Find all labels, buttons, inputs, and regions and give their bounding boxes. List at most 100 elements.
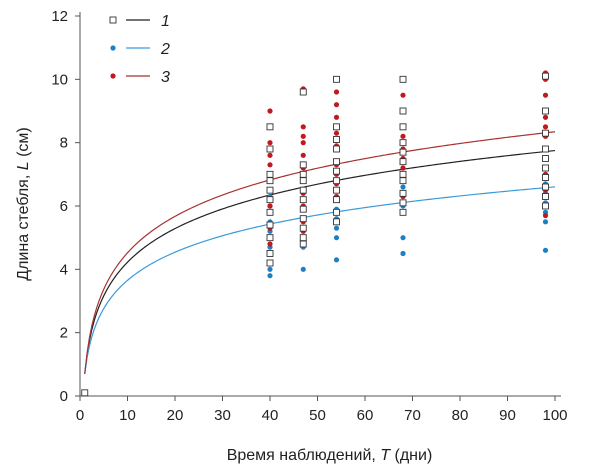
point-series-1 bbox=[333, 75, 340, 83]
point-series-1 bbox=[333, 167, 340, 175]
point-series-3 bbox=[542, 92, 549, 98]
legend-marker-3 bbox=[110, 73, 116, 79]
point-series-1 bbox=[399, 139, 407, 147]
point-series-2 bbox=[400, 235, 406, 241]
axis-title-part: (см) bbox=[15, 127, 32, 161]
x-tick-label: 30 bbox=[214, 407, 231, 424]
legend-marker-2 bbox=[110, 45, 116, 51]
x-tick-label: 0 bbox=[76, 407, 84, 424]
point-series-1 bbox=[333, 218, 340, 226]
point-series-1 bbox=[299, 224, 307, 232]
point-series-3 bbox=[267, 152, 273, 158]
y-tick-label: 12 bbox=[51, 8, 68, 25]
point-series-1 bbox=[266, 145, 274, 153]
point-series-3 bbox=[300, 124, 306, 130]
point-series-2 bbox=[300, 266, 306, 272]
point-series-1 bbox=[542, 183, 549, 191]
point-series-3 bbox=[333, 130, 340, 136]
y-tick-label: 4 bbox=[60, 261, 68, 278]
legend: 1 2 3 bbox=[109, 13, 170, 86]
point-series-1 bbox=[542, 129, 549, 137]
legend-label-1: 1 bbox=[161, 13, 170, 30]
y-axis-title: Длина стебля, L (см) bbox=[15, 127, 32, 281]
point-series-1 bbox=[299, 196, 307, 204]
data-points bbox=[81, 70, 549, 397]
point-series-3 bbox=[333, 114, 340, 120]
x-tick-label: 50 bbox=[309, 407, 326, 424]
point-series-1 bbox=[299, 215, 307, 223]
point-series-2 bbox=[267, 266, 273, 272]
point-series-1 bbox=[542, 155, 549, 162]
axis-title-part: (дни) bbox=[390, 447, 432, 464]
point-series-1 bbox=[266, 234, 274, 242]
x-tick-label: 60 bbox=[357, 407, 374, 424]
point-series-1 bbox=[333, 158, 340, 166]
point-series-1 bbox=[299, 161, 307, 169]
point-series-3 bbox=[333, 89, 340, 95]
point-series-3 bbox=[267, 162, 273, 168]
point-series-1 bbox=[333, 136, 340, 143]
point-series-2 bbox=[542, 247, 549, 253]
x-axis-title: Время наблюдений, T (дни) bbox=[227, 447, 433, 464]
point-series-1 bbox=[542, 174, 549, 181]
point-series-1 bbox=[399, 170, 407, 178]
point-series-1 bbox=[542, 145, 549, 153]
axis-title-part: Длина стебля, bbox=[15, 170, 32, 281]
point-series-1 bbox=[299, 186, 307, 194]
legend-label-3: 3 bbox=[161, 69, 170, 86]
point-series-1 bbox=[399, 107, 407, 115]
point-series-1 bbox=[299, 240, 307, 248]
x-tick-label: 90 bbox=[499, 407, 516, 424]
point-series-3 bbox=[300, 133, 306, 139]
point-series-1 bbox=[542, 202, 549, 210]
point-series-3 bbox=[542, 212, 549, 219]
point-series-2 bbox=[542, 219, 549, 225]
point-series-3 bbox=[267, 108, 273, 114]
axis-title-part: L bbox=[15, 161, 32, 170]
point-series-1 bbox=[399, 208, 407, 216]
point-series-3 bbox=[300, 152, 306, 158]
point-series-1 bbox=[399, 75, 407, 83]
point-series-1 bbox=[299, 170, 307, 178]
point-series-1 bbox=[333, 177, 340, 185]
point-series-1 bbox=[266, 259, 274, 267]
point-series-1 bbox=[266, 208, 274, 216]
point-series-1 bbox=[399, 123, 407, 131]
point-series-2 bbox=[267, 273, 273, 279]
point-series-1 bbox=[81, 389, 89, 397]
fit-curve-1 bbox=[84, 149, 556, 374]
point-series-1 bbox=[399, 199, 407, 207]
axis-title-part: T bbox=[380, 447, 391, 464]
point-series-3 bbox=[400, 92, 406, 98]
legend-label-2: 2 bbox=[160, 41, 170, 58]
point-series-1 bbox=[266, 196, 274, 204]
y-tick-label: 0 bbox=[60, 388, 68, 405]
point-series-1 bbox=[542, 164, 549, 172]
point-series-2 bbox=[333, 225, 340, 231]
point-series-1 bbox=[333, 123, 340, 131]
point-series-3 bbox=[267, 241, 273, 247]
point-series-2 bbox=[333, 257, 340, 263]
point-series-1 bbox=[299, 234, 307, 242]
x-tick-label: 70 bbox=[404, 407, 421, 424]
point-series-2 bbox=[400, 250, 406, 257]
point-series-1 bbox=[542, 72, 549, 80]
x-tick-label: 10 bbox=[119, 407, 136, 424]
point-series-3 bbox=[400, 133, 406, 139]
point-series-3 bbox=[333, 102, 340, 108]
y-tick-label: 2 bbox=[60, 325, 68, 342]
y-tick-label: 6 bbox=[60, 198, 68, 215]
axes bbox=[75, 12, 561, 401]
point-series-3 bbox=[267, 203, 273, 209]
point-series-3 bbox=[300, 140, 306, 146]
axis-title-part: Время наблюдений, bbox=[227, 447, 381, 464]
point-series-1 bbox=[399, 189, 407, 197]
y-tick-label: 10 bbox=[51, 71, 68, 88]
point-series-1 bbox=[266, 123, 274, 131]
point-series-1 bbox=[299, 88, 307, 96]
point-series-3 bbox=[542, 124, 549, 130]
fit-curve-3 bbox=[84, 131, 556, 374]
point-series-1 bbox=[399, 148, 407, 156]
